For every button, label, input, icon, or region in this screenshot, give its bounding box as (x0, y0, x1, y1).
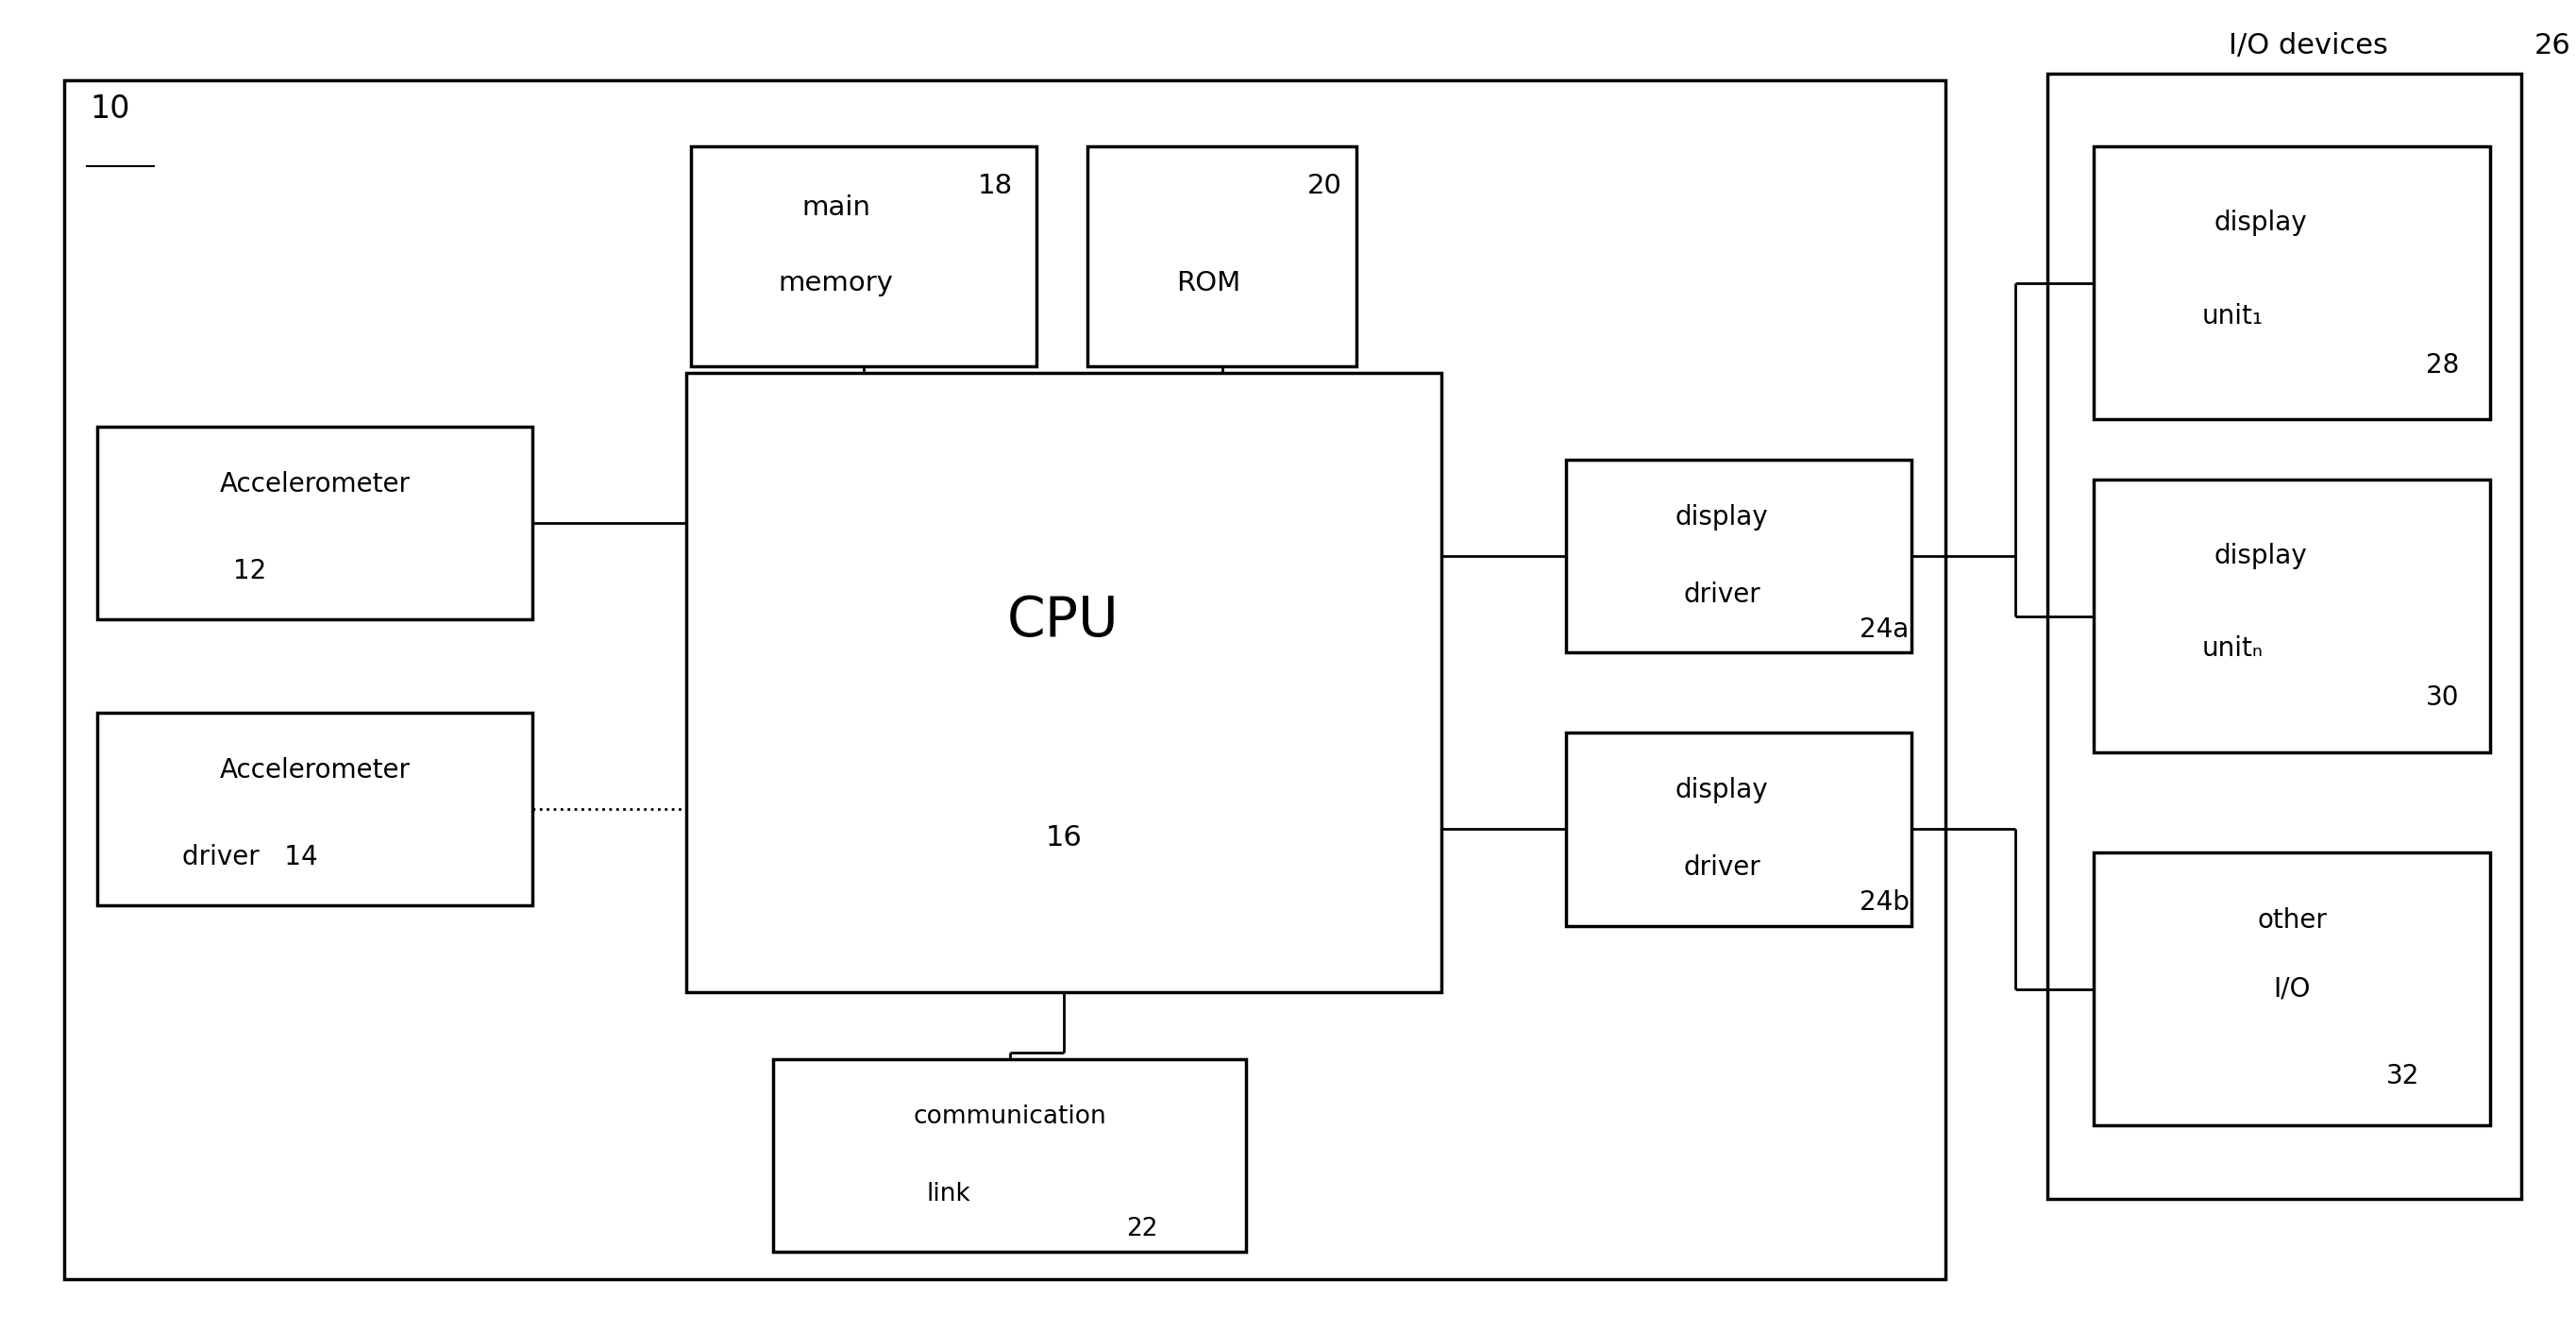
Text: 24b: 24b (1860, 890, 1909, 916)
Text: 26: 26 (2535, 32, 2571, 60)
Text: driver   14: driver 14 (183, 844, 317, 871)
Text: display: display (1674, 505, 1767, 530)
FancyBboxPatch shape (2094, 480, 2491, 753)
FancyBboxPatch shape (1087, 147, 1358, 366)
FancyBboxPatch shape (773, 1059, 1247, 1252)
Text: other: other (2257, 907, 2326, 934)
Text: 10: 10 (90, 93, 129, 124)
Text: ROM: ROM (1177, 269, 1242, 296)
Text: 22: 22 (1126, 1216, 1159, 1241)
Text: display: display (2213, 209, 2306, 236)
FancyBboxPatch shape (2094, 147, 2491, 420)
FancyBboxPatch shape (98, 713, 533, 906)
Text: 24a: 24a (1860, 617, 1909, 643)
Text: unitₙ: unitₙ (2202, 635, 2264, 662)
Text: memory: memory (778, 269, 894, 296)
Text: 30: 30 (2427, 685, 2460, 711)
Text: display: display (1674, 778, 1767, 803)
Text: 16: 16 (1046, 823, 1082, 851)
FancyBboxPatch shape (98, 426, 533, 619)
Text: Accelerometer: Accelerometer (219, 758, 410, 783)
FancyBboxPatch shape (1566, 733, 1911, 926)
FancyBboxPatch shape (1566, 460, 1911, 653)
Text: 28: 28 (2427, 352, 2460, 378)
Text: Accelerometer: Accelerometer (219, 472, 410, 497)
FancyBboxPatch shape (690, 147, 1036, 366)
Text: 12: 12 (232, 558, 265, 585)
Text: driver: driver (1682, 582, 1759, 607)
Text: communication: communication (912, 1104, 1105, 1130)
Text: driver: driver (1682, 855, 1759, 880)
FancyBboxPatch shape (2048, 73, 2522, 1199)
Text: CPU: CPU (1007, 594, 1121, 647)
FancyBboxPatch shape (2094, 852, 2491, 1126)
Text: I/O devices: I/O devices (2228, 32, 2388, 60)
Text: main: main (801, 194, 871, 221)
FancyBboxPatch shape (685, 373, 1440, 992)
Text: I/O: I/O (2275, 976, 2311, 1002)
Text: 20: 20 (1306, 173, 1342, 200)
Text: 32: 32 (2385, 1063, 2419, 1090)
Text: display: display (2213, 542, 2306, 569)
Text: unit₁: unit₁ (2202, 302, 2264, 329)
Text: link: link (925, 1181, 971, 1207)
FancyBboxPatch shape (64, 80, 1945, 1279)
Text: 18: 18 (976, 173, 1012, 200)
